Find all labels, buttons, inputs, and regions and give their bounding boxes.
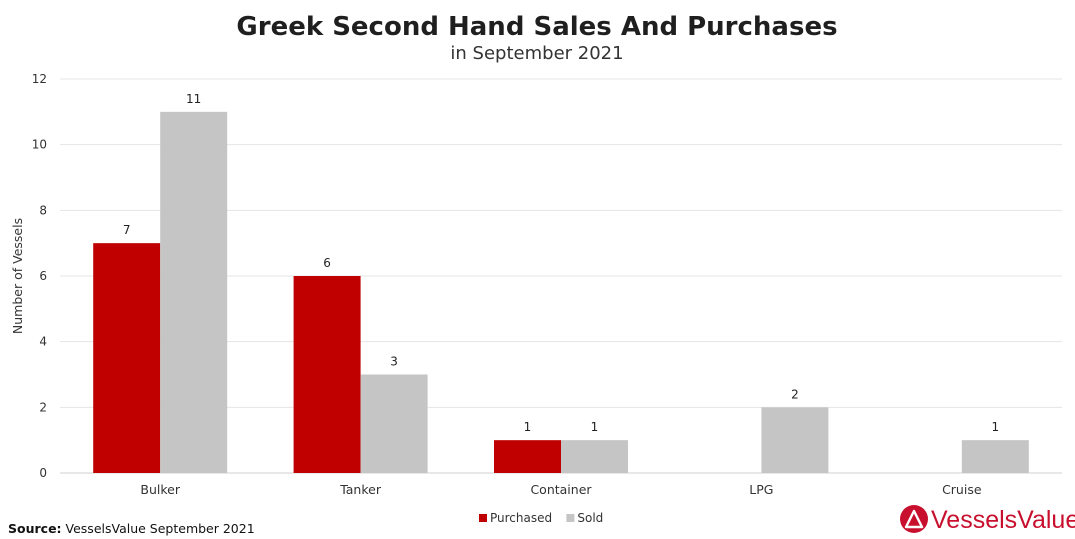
source-label: Source: bbox=[8, 521, 62, 536]
bar-sold-tanker bbox=[360, 374, 428, 473]
data-label: 3 bbox=[390, 355, 398, 369]
bar-sold-container bbox=[561, 440, 628, 473]
category-label: LPG bbox=[749, 482, 773, 497]
category-label: Cruise bbox=[942, 482, 982, 497]
y-tick-label: 8 bbox=[39, 203, 47, 217]
bar-purchased-container bbox=[494, 440, 561, 473]
bar-sold-bulker bbox=[160, 111, 228, 473]
legend: Purchased Sold bbox=[479, 511, 603, 525]
category-label: Tanker bbox=[339, 482, 382, 497]
legend-swatch-purchased bbox=[479, 514, 487, 522]
legend-label-purchased: Purchased bbox=[490, 511, 552, 525]
data-label: 6 bbox=[323, 256, 331, 270]
y-tick-label: 2 bbox=[39, 400, 47, 414]
data-label: 7 bbox=[123, 223, 131, 237]
bars bbox=[93, 111, 1029, 473]
y-axis-label: Number of Vessels bbox=[10, 218, 25, 334]
legend-label-sold: Sold bbox=[577, 511, 603, 525]
bar-purchased-bulker bbox=[93, 243, 161, 473]
category-label: Bulker bbox=[140, 482, 180, 497]
y-tick-label: 10 bbox=[32, 138, 47, 152]
source-text: VesselsValue September 2021 bbox=[62, 521, 255, 536]
legend-swatch-sold bbox=[566, 514, 575, 522]
chart-title: Greek Second Hand Sales And Purchases bbox=[236, 12, 837, 42]
data-label: 1 bbox=[991, 420, 999, 434]
source-note: Source: VesselsValue September 2021 bbox=[8, 521, 255, 536]
y-tick-label: 12 bbox=[32, 72, 47, 86]
data-label: 1 bbox=[524, 420, 532, 434]
logo-mark-icon bbox=[900, 505, 928, 533]
bar-sold-lpg bbox=[761, 407, 829, 473]
logo-text: VesselsValue bbox=[931, 506, 1075, 534]
data-label: 11 bbox=[186, 92, 201, 106]
category-labels: Bulker Tanker Container LPG Cruise bbox=[140, 482, 981, 497]
data-label: 1 bbox=[591, 420, 599, 434]
chart-subtitle: in September 2021 bbox=[450, 43, 623, 64]
y-tick-label: 0 bbox=[39, 466, 47, 480]
bar-sold-cruise bbox=[961, 440, 1029, 473]
vesselsvalue-logo: VesselsValue bbox=[900, 505, 1075, 534]
category-label: Container bbox=[530, 482, 592, 497]
y-tick-label: 4 bbox=[39, 335, 47, 349]
bar-purchased-tanker bbox=[293, 276, 361, 473]
logo-triangle-icon bbox=[904, 509, 924, 529]
y-tick-label: 6 bbox=[39, 269, 47, 283]
data-label: 2 bbox=[791, 387, 799, 401]
y-axis-ticks: 0 2 4 6 8 10 12 bbox=[32, 72, 47, 480]
